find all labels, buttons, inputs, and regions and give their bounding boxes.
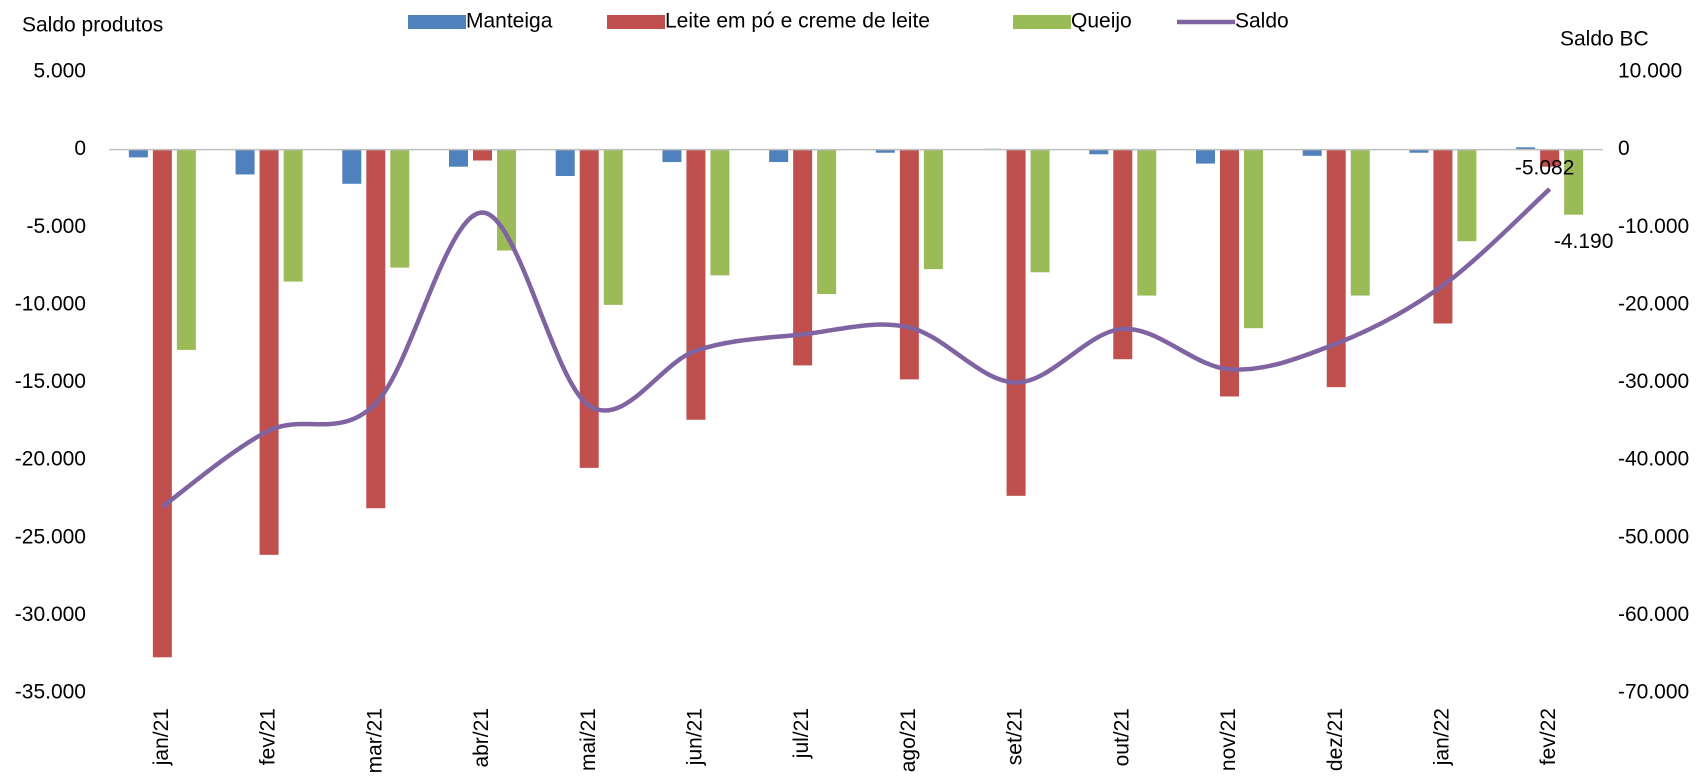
line [161,187,1552,509]
bar [235,149,255,175]
bar [769,149,789,163]
y2-tick-label: -60.000 [1618,603,1689,626]
bar [259,149,279,555]
bar [603,149,623,305]
x-tick-label: fev/22 [1537,708,1560,765]
bar [1302,149,1322,156]
bar [342,149,362,184]
legend-label: Saldo [1235,10,1289,33]
y-axis-title: Saldo produtos [22,14,163,37]
bar [1564,149,1584,215]
x-tick-label: ago/21 [897,708,920,772]
legend-label: Leite em pó e creme de leite [665,10,930,33]
y2-axis-title: Saldo BC [1560,28,1649,51]
bar [1220,149,1239,397]
bar [1516,147,1536,150]
data-label: -5.082 [1515,157,1575,180]
bar [1137,149,1157,296]
x-tick-label: jan/22 [1430,708,1453,766]
bar [449,149,468,167]
y-tick-label: -30.000 [15,603,86,626]
bar [686,149,706,420]
legend-swatch [408,15,466,29]
x-tick-label: jun/21 [683,708,706,766]
y-tick-label: -10.000 [15,292,86,315]
x-tick-label: out/21 [1110,708,1133,766]
bar [1326,149,1346,388]
bar [390,149,410,268]
x-tick-label: mar/21 [363,708,386,773]
bar [176,149,196,350]
y2-tick-label: -40.000 [1618,448,1689,471]
x-tick-label: mai/21 [577,708,600,771]
bar [1006,149,1026,496]
y-tick-label: 0 [74,137,86,160]
bar [128,149,148,158]
bar [473,149,492,161]
bar [1089,149,1109,155]
y-tick-label: 5.000 [33,60,86,83]
legend-label: Manteiga [466,10,553,33]
x-tick-label: set/21 [1004,708,1027,765]
legend-label: Queijo [1071,10,1132,33]
bar [1409,149,1429,153]
x-tick-label: jul/21 [790,708,813,759]
legend-swatch [607,15,665,29]
y-tick-label: -25.000 [15,525,86,548]
bar [1244,149,1263,329]
data-label: -4.190 [1554,230,1614,253]
bar [1350,149,1370,296]
y2-tick-label: 0 [1618,137,1630,160]
bar [152,149,172,658]
bar [579,149,599,468]
bar [899,149,919,380]
y2-tick-label: -30.000 [1618,370,1689,393]
bar [366,149,386,509]
x-tick-label: jan/21 [150,708,173,766]
y-tick-label: -20.000 [15,448,86,471]
bar [793,149,813,366]
bar [710,149,730,276]
bar [555,149,575,177]
y-tick-label: -5.000 [26,215,86,238]
bar [1196,149,1215,164]
x-tick-label: abr/21 [470,708,493,768]
x-tick-label: dez/21 [1324,708,1347,771]
bar [923,149,943,270]
bar [283,149,303,282]
bar [662,149,682,163]
bar [1030,149,1050,273]
legend-swatch [1013,15,1071,29]
y2-tick-label: 10.000 [1618,60,1682,83]
bar [1433,149,1453,324]
y-tick-label: -15.000 [15,370,86,393]
y-tick-label: -35.000 [15,681,86,704]
x-tick-label: fev/21 [257,708,280,765]
y2-tick-label: -70.000 [1618,681,1689,704]
x-tick-label: nov/21 [1217,708,1240,771]
y2-tick-label: -20.000 [1618,292,1689,315]
bar [1540,149,1560,167]
bar [817,149,837,295]
bar [1457,149,1477,242]
y2-tick-label: -50.000 [1618,525,1689,548]
bar [1113,149,1133,360]
bar [875,149,895,153]
y2-tick-label: -10.000 [1618,215,1689,238]
